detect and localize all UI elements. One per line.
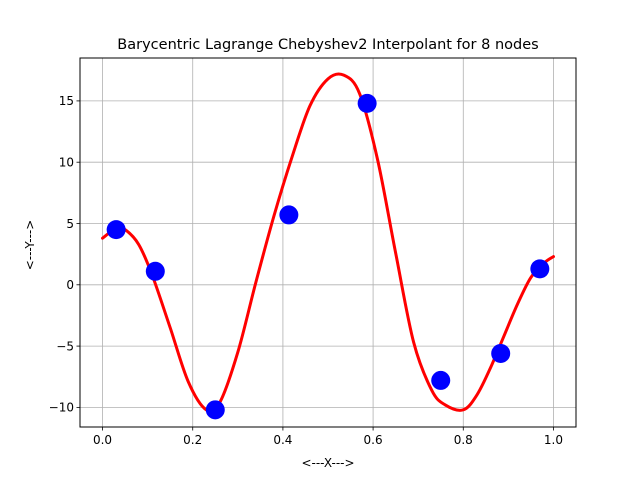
interpolant-curve xyxy=(101,72,555,414)
node-point xyxy=(431,370,451,390)
node-point xyxy=(106,220,126,240)
x-tick-label: 1.0 xyxy=(544,433,563,447)
y-tick-label: 15 xyxy=(59,94,74,108)
plot-area xyxy=(101,72,555,420)
axis-ticks: 0.0 0.2 0.4 0.6 0.8 1.0 −10 −5 0 5 10 15 xyxy=(49,94,563,447)
node-point xyxy=(357,93,377,113)
y-tick-label: 0 xyxy=(66,278,74,292)
y-axis-label: <---Y---> xyxy=(23,220,37,271)
grid xyxy=(80,58,576,427)
node-point xyxy=(530,259,550,279)
x-tick-label: 0.2 xyxy=(183,433,202,447)
node-point xyxy=(145,261,165,281)
node-point xyxy=(279,205,299,225)
y-tick-label: 5 xyxy=(66,217,74,231)
node-point xyxy=(491,343,511,363)
x-tick-label: 0.6 xyxy=(364,433,383,447)
y-tick-label: −10 xyxy=(49,401,74,415)
x-axis-label: <---X---> xyxy=(301,456,354,470)
x-tick-label: 0.4 xyxy=(273,433,292,447)
node-point xyxy=(205,400,225,420)
chart-title: Barycentric Lagrange Chebyshev2 Interpol… xyxy=(117,37,538,53)
x-tick-label: 0.0 xyxy=(93,433,112,447)
y-tick-label: 10 xyxy=(59,156,74,170)
x-tick-label: 0.8 xyxy=(454,433,473,447)
y-tick-label: −5 xyxy=(56,339,74,353)
axes-frame xyxy=(79,57,577,428)
